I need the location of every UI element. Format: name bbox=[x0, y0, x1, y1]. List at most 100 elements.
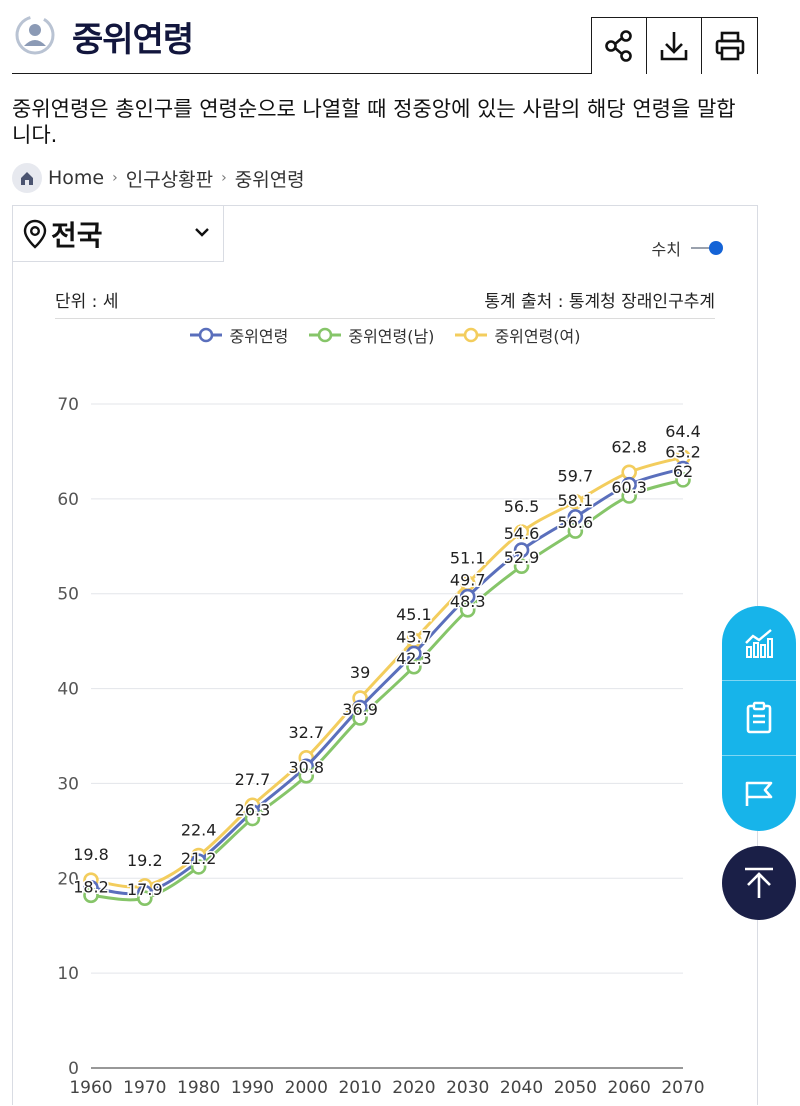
y-tick-label: 70 bbox=[57, 395, 79, 415]
data-label-female: 64.4 bbox=[665, 422, 701, 441]
y-tick-label: 50 bbox=[57, 585, 79, 605]
data-point-male bbox=[621, 488, 637, 504]
toggle-label: 수치 bbox=[651, 240, 681, 259]
data-label-male: 21.2 bbox=[181, 849, 217, 868]
x-tick-label: 2030 bbox=[446, 1078, 489, 1098]
data-label-female: 39 bbox=[350, 663, 370, 682]
chart-icon bbox=[745, 629, 773, 658]
home-link[interactable] bbox=[12, 163, 42, 193]
user-cycle-icon bbox=[15, 15, 55, 55]
x-tick-label: 2070 bbox=[661, 1078, 704, 1098]
breadcrumb: Home › 인구상황판 › 중위연령 bbox=[12, 162, 305, 194]
chart-panel: 0 10 20 30 40 50 60 70 1960 1970 1980 1990 2000 2010 2… bbox=[12, 205, 758, 1105]
y-tick-label: 10 bbox=[57, 964, 79, 984]
download-icon bbox=[660, 32, 688, 61]
chart-legend: 중위연령 중위연령(남) 중위연령(여) bbox=[13, 323, 757, 347]
breadcrumb-home[interactable]: Home bbox=[48, 167, 105, 189]
chevron-down-icon bbox=[195, 228, 209, 237]
data-label-female: 59.7 bbox=[558, 467, 594, 486]
x-tick-label: 2010 bbox=[338, 1078, 381, 1098]
data-label-male: 18.2 bbox=[73, 877, 109, 896]
region-label: 전국 bbox=[51, 218, 103, 252]
source-label: 통계 출처 : 통계청 장래인구추계 bbox=[484, 292, 715, 312]
data-label-female: 19.2 bbox=[127, 851, 163, 870]
data-label-female: 51.1 bbox=[450, 548, 486, 567]
y-tick-label: 30 bbox=[57, 774, 79, 794]
download-button[interactable] bbox=[647, 18, 702, 74]
page-title: 중위연령 bbox=[72, 20, 194, 60]
share-button[interactable] bbox=[592, 18, 647, 74]
data-label-male: 56.6 bbox=[558, 513, 594, 532]
data-point-male bbox=[459, 602, 476, 618]
data-point-male bbox=[567, 523, 584, 539]
value-toggle[interactable]: 수치 bbox=[652, 236, 723, 260]
series-line-male bbox=[90, 478, 684, 902]
series-line-female bbox=[90, 455, 684, 889]
share-icon bbox=[605, 30, 632, 62]
x-tick-label: 2050 bbox=[554, 1078, 597, 1098]
legend-label: 중위연령(남) bbox=[348, 327, 435, 346]
x-tick-label: 1960 bbox=[69, 1078, 112, 1098]
data-label-female: 22.4 bbox=[181, 821, 217, 840]
data-point-male bbox=[406, 658, 422, 675]
home-icon bbox=[21, 172, 33, 185]
data-label-male: 62 bbox=[673, 462, 693, 481]
unit-label: 단위 : 세 bbox=[55, 292, 119, 312]
chevron-right-icon: › bbox=[221, 170, 227, 186]
region-select[interactable]: 전국 bbox=[13, 206, 224, 262]
data-label-female: 27.7 bbox=[235, 770, 271, 789]
legend-item-female[interactable]: 중위연령(여) bbox=[454, 323, 581, 347]
x-tick-label: 1990 bbox=[231, 1078, 274, 1098]
data-label-male: 26.3 bbox=[235, 801, 271, 820]
divider bbox=[55, 318, 715, 319]
page-description: 중위연령은 총인구를 연령순으로 나열할 때 정중앙에 있는 사람의 해당 연령… bbox=[12, 97, 736, 147]
legend-marker-icon bbox=[190, 327, 223, 343]
x-tick-label: 2020 bbox=[392, 1078, 435, 1098]
x-tick-label: 1980 bbox=[177, 1078, 220, 1098]
clipboard-button[interactable] bbox=[722, 681, 796, 756]
data-label-male: 36.9 bbox=[342, 700, 378, 719]
legend-item-total[interactable]: 중위연령 bbox=[189, 323, 288, 347]
scroll-top-button[interactable] bbox=[722, 846, 796, 920]
y-tick-label: 20 bbox=[57, 869, 79, 889]
legend-label: 중위연령 bbox=[229, 327, 289, 346]
data-point-male bbox=[675, 472, 691, 488]
legend-marker-icon bbox=[455, 327, 488, 343]
data-label-male: 52.9 bbox=[504, 548, 540, 567]
data-point-male bbox=[83, 887, 99, 904]
data-label-male: 30.8 bbox=[288, 758, 324, 777]
data-label-male: 48.3 bbox=[450, 592, 486, 611]
series-line-total bbox=[90, 467, 684, 896]
flag-icon bbox=[745, 781, 773, 806]
data-point-total bbox=[513, 542, 530, 558]
data-label-total: 54.6 bbox=[504, 524, 540, 543]
toggle-switch[interactable] bbox=[689, 240, 723, 256]
data-label-female: 62.8 bbox=[611, 437, 647, 456]
y-tick-label: 0 bbox=[68, 1059, 79, 1079]
data-label-female: 19.8 bbox=[73, 845, 109, 864]
data-point-male bbox=[137, 890, 153, 907]
print-button[interactable] bbox=[702, 18, 757, 74]
legend-label: 중위연령(여) bbox=[494, 327, 581, 346]
data-label-total: 49.7 bbox=[450, 571, 486, 590]
legend-item-male[interactable]: 중위연령(남) bbox=[308, 323, 434, 347]
flag-button[interactable] bbox=[722, 756, 796, 831]
data-point-male bbox=[298, 768, 315, 784]
data-label-female: 45.1 bbox=[396, 605, 432, 624]
data-label-male: 60.3 bbox=[611, 478, 647, 497]
data-point-male bbox=[352, 710, 368, 726]
toolbar bbox=[591, 17, 758, 74]
x-tick-label: 1970 bbox=[123, 1078, 166, 1098]
data-point-female bbox=[567, 493, 584, 510]
data-label-total: 58.1 bbox=[558, 491, 594, 510]
breadcrumb-item[interactable]: 인구상황판 bbox=[125, 168, 214, 191]
x-tick-label: 2000 bbox=[285, 1078, 328, 1098]
breadcrumb-item[interactable]: 중위연령 bbox=[234, 168, 305, 191]
page-header: 중위연령 bbox=[12, 0, 758, 74]
print-icon bbox=[715, 31, 744, 61]
data-label-total: 43.7 bbox=[396, 627, 432, 646]
data-label-female: 32.7 bbox=[288, 723, 324, 742]
chart-button[interactable] bbox=[722, 606, 796, 681]
data-label-total: 63.2 bbox=[665, 443, 701, 462]
